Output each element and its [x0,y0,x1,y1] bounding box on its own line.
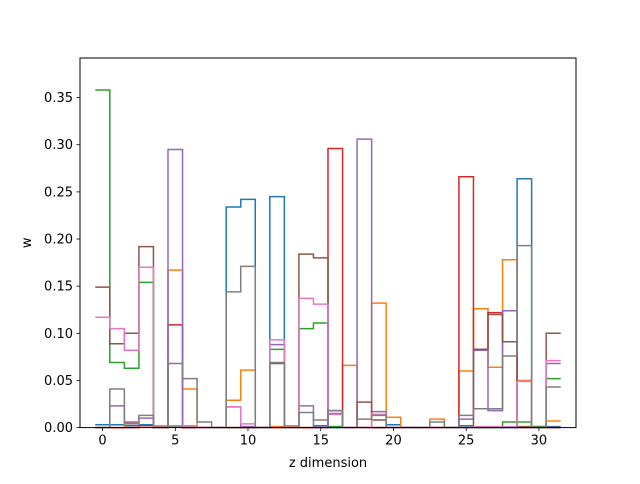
y-tick-label: 0.00 [44,421,73,436]
x-axis: 0 5 10 15 20 25 30 [98,427,548,449]
y-tick-label: 0.35 [44,91,73,106]
x-tick-label: 30 [531,434,548,449]
series-line-7 [95,244,561,429]
y-tick-label: 0.25 [44,185,73,200]
x-tick-label: 15 [312,434,329,449]
y-tick-label: 0.20 [44,233,73,248]
y-tick-label: 0.15 [44,280,73,295]
y-tick-label: 0.05 [44,374,73,389]
x-tick-label: 10 [240,434,257,449]
x-tick-label: 25 [458,434,475,449]
y-axis-label: w [20,237,35,248]
x-tick-label: 5 [171,434,179,449]
y-tick-label: 0.30 [44,138,73,153]
series-line-6 [95,266,561,429]
x-tick-label: 20 [385,434,402,449]
plot-frame [79,57,577,429]
x-tick-label: 0 [98,434,106,449]
y-axis: 0.00 0.05 0.10 0.15 0.20 0.25 0.30 0.35 [44,91,80,436]
y-tick-label: 0.10 [44,327,73,342]
x-axis-label: z dimension [289,456,367,471]
